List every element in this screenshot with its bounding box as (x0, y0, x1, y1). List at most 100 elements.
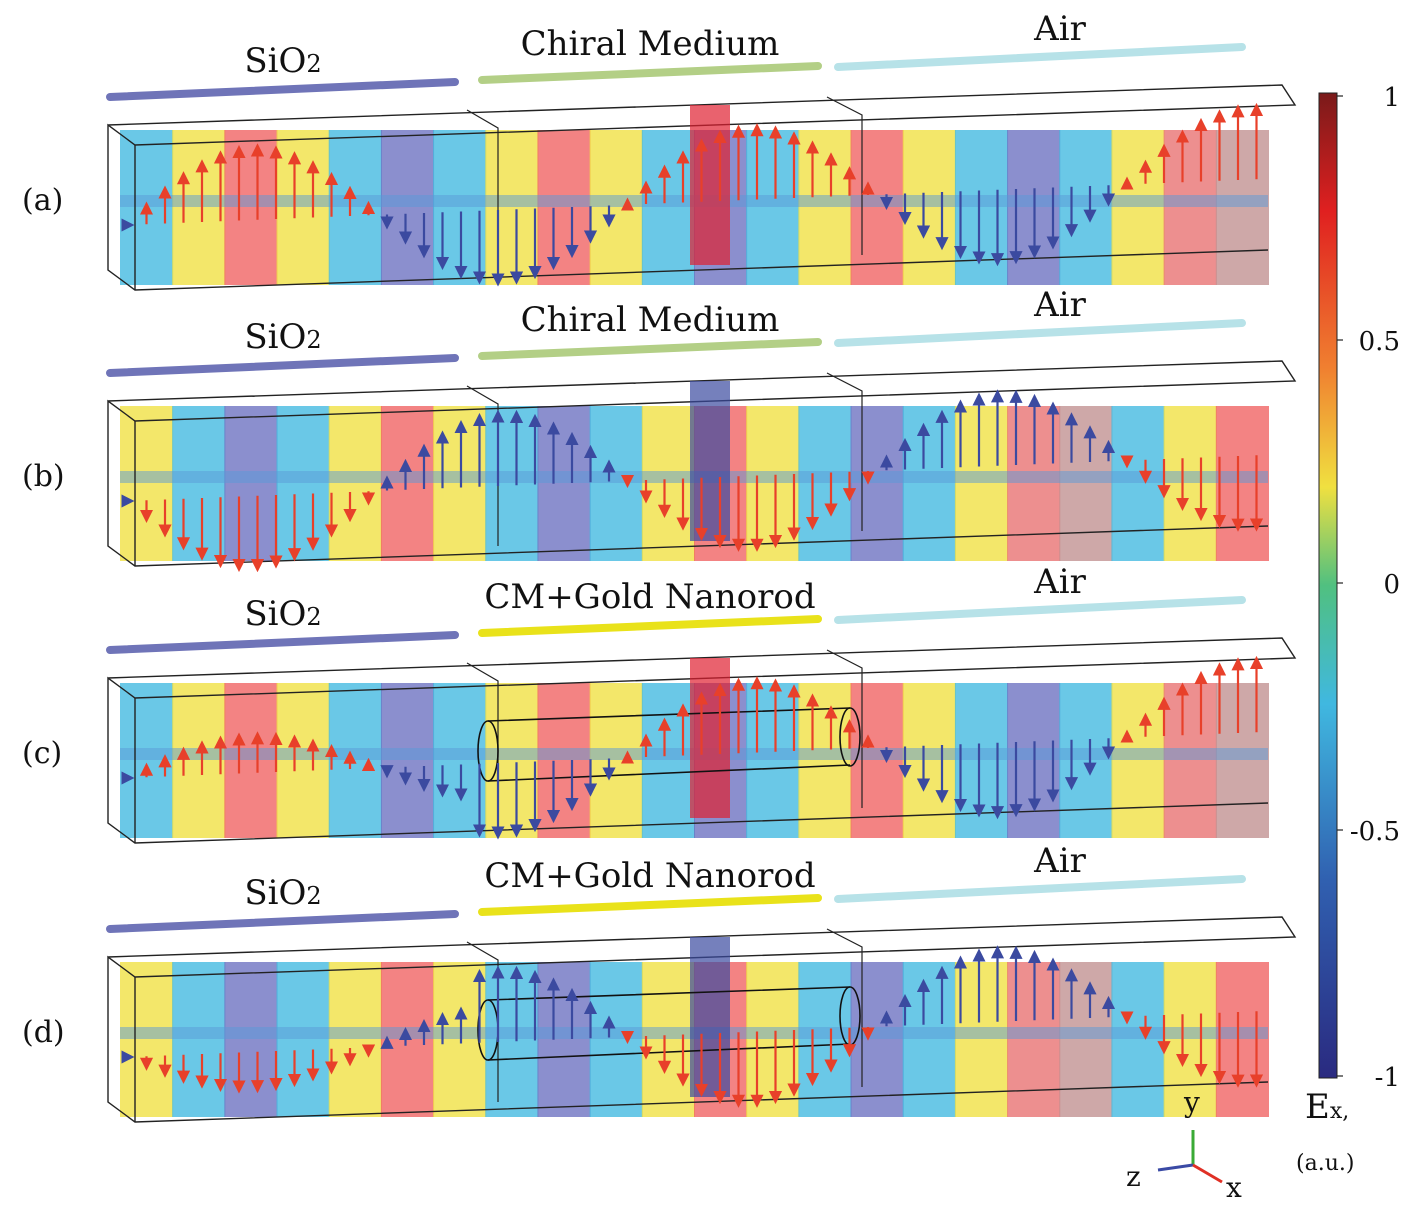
field-band (798, 406, 852, 561)
colorbar-tick-label: -0.5 (1350, 817, 1400, 847)
field-band (1163, 406, 1217, 561)
field-band (641, 683, 695, 838)
colorbar-tick-label: 0 (1383, 570, 1400, 600)
field-band (850, 683, 904, 838)
axis-triad: y z x (1126, 1086, 1242, 1204)
field-band (120, 962, 174, 1117)
field-band (589, 406, 643, 561)
field-band (1163, 683, 1217, 838)
field-band (746, 683, 800, 838)
region-label: Air (1033, 9, 1086, 49)
field-band (589, 130, 643, 285)
field-band (1111, 130, 1165, 285)
z-axis-label: z (1126, 1160, 1141, 1193)
field-band (120, 683, 174, 838)
x-axis-icon (1192, 1163, 1223, 1184)
field-band (537, 962, 591, 1117)
region-label: Air (1033, 841, 1086, 881)
region-bar (478, 615, 822, 637)
panel-label: (a) (22, 183, 63, 218)
field-band (380, 683, 435, 838)
field-band (224, 406, 278, 561)
field-band (172, 962, 226, 1117)
gold-nanorod (487, 707, 851, 782)
field-band (485, 130, 539, 285)
cut-plane (690, 937, 730, 1097)
field-band (485, 406, 539, 561)
cut-plane (690, 381, 730, 541)
gold-nanorod-end (839, 707, 861, 767)
field-band (1059, 406, 1113, 561)
field-band (1111, 406, 1165, 561)
region-bar (106, 78, 459, 101)
field-band (172, 683, 226, 838)
field-band (433, 406, 487, 561)
z-axis-icon (1157, 1163, 1194, 1172)
field-band (380, 130, 435, 285)
field-band (589, 683, 643, 838)
panel-label: (c) (22, 736, 62, 771)
field-band (902, 130, 956, 285)
region-label: SiO2 (244, 594, 321, 634)
field-band (1215, 406, 1269, 561)
gold-nanorod (487, 986, 851, 1061)
field-band (433, 130, 487, 285)
gold-nanorod-end (477, 720, 499, 782)
colorbar-label: Ex, (1305, 1087, 1349, 1127)
region-label: CM+Gold Nanorod (484, 577, 815, 617)
field-band (276, 683, 330, 838)
field-band (1059, 683, 1113, 838)
region-bar (106, 910, 459, 933)
region-divider (466, 941, 499, 1102)
field-band (850, 130, 904, 285)
region-bar (478, 62, 822, 84)
field-band (485, 962, 539, 1117)
field-band (1215, 962, 1269, 1117)
cut-plane (690, 658, 730, 818)
field-band (328, 130, 382, 285)
field-band (276, 406, 330, 561)
field-band (276, 130, 330, 285)
panel-c: SiO2 CM+Gold Nanorod Air (c) (22, 562, 1297, 844)
y-axis-label: y (1183, 1086, 1200, 1119)
field-band (641, 406, 695, 561)
field-band (1111, 683, 1165, 838)
region-label: SiO2 (244, 317, 321, 357)
region-bar (106, 631, 459, 654)
region-label: SiO2 (244, 41, 321, 81)
colorbar-tick-label: 1 (1383, 83, 1400, 113)
colorbar-units: (a.u.) (1296, 1151, 1354, 1176)
region-bar (834, 596, 1246, 624)
region-label: Air (1033, 285, 1086, 325)
field-band (224, 683, 278, 838)
field-band (224, 130, 278, 285)
region-bar (834, 875, 1246, 903)
field-band (172, 406, 226, 561)
panel-label: (d) (22, 1015, 65, 1050)
region-label: SiO2 (244, 873, 321, 913)
box-frame (107, 916, 1297, 1123)
field-band (1215, 130, 1269, 285)
field-band (850, 406, 904, 561)
field-band (433, 683, 487, 838)
field-band (537, 683, 591, 838)
field-band (380, 962, 435, 1117)
region-divider (826, 649, 863, 808)
field-band (850, 962, 904, 1117)
field-band (798, 130, 852, 285)
field-band (954, 683, 1009, 838)
region-bar (834, 43, 1246, 71)
field-band (380, 406, 435, 561)
region-label: Chiral Medium (521, 24, 780, 64)
field-band (276, 962, 330, 1117)
field-band (1215, 683, 1269, 838)
panel-label: (b) (22, 459, 65, 494)
field-band (954, 406, 1009, 561)
field-band (1111, 962, 1165, 1117)
field-band (1059, 130, 1113, 285)
colorbar-tick-label: -1 (1375, 1063, 1400, 1093)
field-band (1163, 962, 1217, 1117)
region-bar (834, 319, 1246, 347)
field-band (746, 406, 800, 561)
panel-a: SiO2 Chiral Medium Air (a) (22, 9, 1297, 291)
